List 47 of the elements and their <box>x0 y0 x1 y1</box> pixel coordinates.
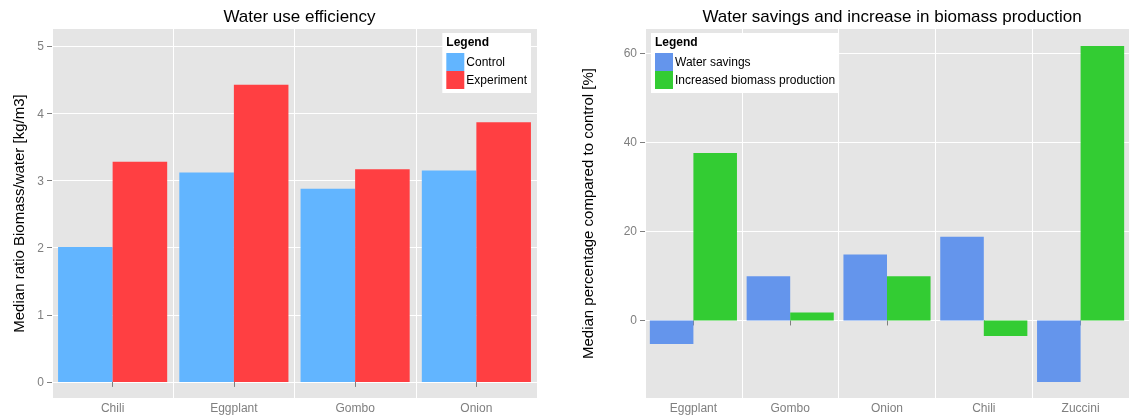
x-tick-label: Onion <box>460 401 493 415</box>
bar <box>649 320 694 345</box>
y-tick-label: 60 <box>623 46 638 61</box>
y-tick-label: 5 <box>37 39 45 54</box>
y-tick-label: 40 <box>623 135 638 150</box>
x-tick-label: Eggplant <box>669 401 718 415</box>
x-tick-label: Onion <box>870 401 904 415</box>
bar <box>887 276 931 321</box>
bar <box>300 188 356 382</box>
bar <box>355 169 410 382</box>
y-tick-label: 3 <box>37 173 45 188</box>
bar <box>112 161 168 382</box>
legend-title: Legend <box>655 35 698 49</box>
x-tick-label: Gombo <box>335 401 376 415</box>
bar <box>421 170 477 382</box>
bar <box>983 320 1028 337</box>
legend-label: Control <box>466 55 505 69</box>
bar <box>58 247 113 382</box>
y-tick-label: 1 <box>37 307 45 322</box>
y-tick-label: 2 <box>37 240 45 255</box>
chart-title: Water use efficiency <box>223 7 377 26</box>
y-tick-label: 0 <box>37 374 45 389</box>
legend-label: Increased biomass production <box>675 73 836 87</box>
y-axis-title: Median ratio Biomass/water [kg/m3] <box>10 94 27 333</box>
x-tick-label: Zuccini <box>1061 401 1100 415</box>
bar <box>790 312 834 321</box>
bar <box>1037 320 1081 382</box>
bar <box>843 254 887 321</box>
x-tick-label: Eggplant <box>210 401 259 415</box>
legend-label: Water savings <box>675 55 751 69</box>
y-tick-label: 0 <box>630 313 638 328</box>
y-axis-title: Median percentage compared to control [%] <box>579 68 596 359</box>
x-tick-label: Chili <box>972 401 996 415</box>
x-tick-label: Chili <box>100 401 125 415</box>
y-tick-label: 4 <box>37 106 45 121</box>
legend-label: Experiment <box>466 73 528 87</box>
bar <box>476 122 531 382</box>
bar <box>233 84 289 382</box>
bar <box>940 236 984 321</box>
chart-title: Water savings and increase in biomass production <box>702 7 1082 26</box>
x-tick-label: Gombo <box>770 401 811 415</box>
bar <box>693 152 737 321</box>
y-tick-label: 20 <box>623 224 638 239</box>
bar <box>746 276 791 321</box>
bar <box>1080 45 1125 321</box>
bar <box>179 172 234 382</box>
legend-title: Legend <box>446 35 489 49</box>
